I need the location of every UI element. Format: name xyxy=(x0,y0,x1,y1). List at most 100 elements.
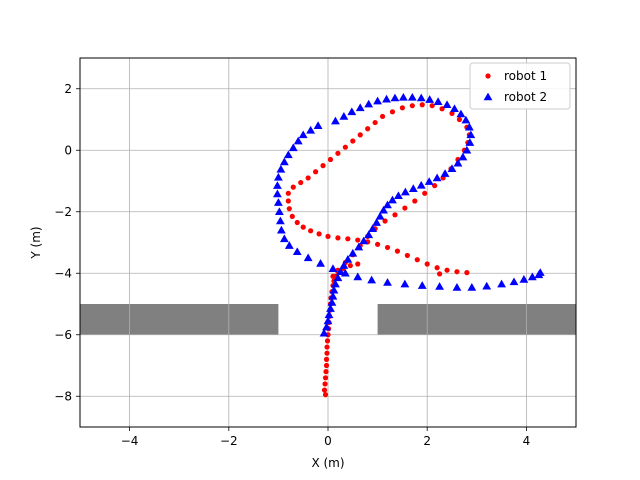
robot-2-point xyxy=(323,316,333,325)
robot-2-point xyxy=(298,130,308,139)
robot-1-point xyxy=(414,257,420,263)
robot-2-point xyxy=(353,272,363,281)
robot-2-point xyxy=(383,200,392,209)
robot-2-point xyxy=(390,93,400,102)
robot-1-point xyxy=(322,392,329,398)
robot-1-point xyxy=(323,356,330,362)
series-layer xyxy=(273,92,545,398)
robot-2-point xyxy=(461,115,471,124)
legend-box xyxy=(469,62,571,110)
robot-2-point xyxy=(324,310,334,319)
robot-2-point xyxy=(416,93,426,102)
robot-2-point xyxy=(433,97,443,105)
robot-1-point xyxy=(305,175,311,181)
robot-2-point xyxy=(467,282,477,291)
obstacles xyxy=(80,304,576,335)
robot-2-point xyxy=(329,285,339,294)
robot-1-point xyxy=(394,248,401,254)
robot-2-point xyxy=(519,275,529,283)
robot-1-point xyxy=(323,369,329,375)
robot-2-point xyxy=(367,275,377,284)
robot-1-point xyxy=(404,252,410,259)
robot-1-point xyxy=(298,179,304,186)
robot-2-point xyxy=(379,205,388,214)
robot-2-point xyxy=(452,282,462,291)
ticks: −4 −2 0 2 4 2 0 −2 −4 −6 −8 xyxy=(54,82,530,448)
robot-2-point xyxy=(322,322,331,331)
x-tick-label: 4 xyxy=(523,434,531,448)
robot-1-point xyxy=(324,344,330,350)
x-axis-label: X (m) xyxy=(311,456,344,470)
robot-1-point xyxy=(375,241,381,247)
robot-2-point xyxy=(326,304,335,312)
obstacle-1 xyxy=(80,304,279,335)
robot-2-point xyxy=(276,225,286,234)
robot-2-point xyxy=(417,281,427,289)
robot-1-point xyxy=(372,119,378,126)
robot-1-point xyxy=(323,362,330,369)
robot-1-point xyxy=(449,110,455,116)
robot-1-point xyxy=(409,103,415,109)
robot-2-point xyxy=(535,268,545,276)
legend: robot 1 robot 2 xyxy=(469,62,571,110)
robot-1-point xyxy=(399,105,405,111)
robot-1-point xyxy=(313,169,319,175)
x-tick-label: 0 xyxy=(324,434,332,448)
robot-2-point xyxy=(509,277,519,286)
robot-2-point xyxy=(306,125,316,134)
robot-2-point xyxy=(348,248,358,257)
robot-2-point xyxy=(354,242,364,251)
robot-2-point xyxy=(339,261,349,269)
robot-1-point xyxy=(456,116,463,123)
robot-1-point xyxy=(321,387,328,393)
robot-2-point xyxy=(347,107,357,116)
y-tick-label: −8 xyxy=(54,389,72,403)
robot-2-point xyxy=(273,189,282,198)
series-robot-2 xyxy=(273,92,545,337)
robot-2-point xyxy=(313,121,323,129)
robot-2-point xyxy=(355,103,365,112)
robot-2-point xyxy=(274,207,284,216)
robot-2-point xyxy=(279,234,289,243)
robot-2-point xyxy=(465,138,475,146)
robot-1-point xyxy=(402,205,408,211)
robot-2-point xyxy=(331,116,340,125)
robot-1-point xyxy=(384,244,391,251)
robot-1-point xyxy=(290,184,296,190)
robot-1-point xyxy=(357,132,363,138)
robot-2-point xyxy=(383,278,392,286)
robot-2-point xyxy=(340,268,350,277)
robot-2-point xyxy=(400,187,410,196)
robot-2-point xyxy=(283,150,293,159)
robot-1-point xyxy=(437,271,443,277)
robot-2-point xyxy=(276,164,286,173)
legend-marker-1 xyxy=(485,73,491,79)
robot-1-point xyxy=(286,206,292,212)
y-tick-label: 0 xyxy=(64,143,72,157)
robot-2-point xyxy=(328,291,338,300)
robot-2-point xyxy=(288,143,298,152)
robot-2-point xyxy=(400,279,410,288)
robot-1-point xyxy=(429,103,435,109)
robot-2-point xyxy=(333,273,343,282)
robot-2-point xyxy=(364,230,374,239)
robot-1-point xyxy=(392,212,398,218)
robot-2-point xyxy=(273,181,282,189)
robot-2-point xyxy=(462,145,472,154)
x-tick-label: −2 xyxy=(220,434,238,448)
robot-1-point xyxy=(347,262,353,269)
robot-1-point xyxy=(308,228,314,234)
robot-2-point xyxy=(482,281,492,290)
robot-1-point xyxy=(422,190,428,196)
robot-2-point xyxy=(293,136,303,145)
robot-1-point xyxy=(454,269,460,275)
robot-1-point xyxy=(324,350,330,356)
robot-2-point xyxy=(319,328,329,337)
robot-1-point xyxy=(424,261,430,267)
x-tick-label: 2 xyxy=(423,434,431,448)
robot-1-point xyxy=(419,102,425,108)
y-tick-label: −4 xyxy=(54,266,72,280)
obstacle-2 xyxy=(377,304,576,335)
robot-1-point xyxy=(335,150,341,156)
